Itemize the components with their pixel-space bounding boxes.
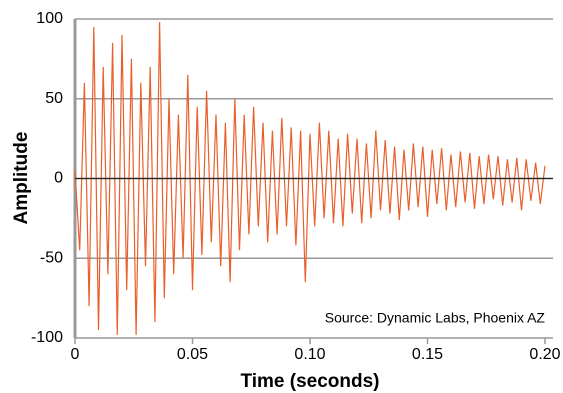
y-tick-label: -50 <box>40 249 63 266</box>
signal-line <box>74 22 546 335</box>
x-tick-label: 0.20 <box>529 346 560 363</box>
x-tick-label: 0.10 <box>294 346 325 363</box>
y-tick-label: 0 <box>54 170 63 187</box>
source-note: Source: Dynamic Labs, Phoenix AZ <box>325 310 546 326</box>
y-tick-label: -100 <box>31 329 63 346</box>
x-axis-title: Time (seconds) <box>240 371 379 392</box>
x-tick-label: 0.05 <box>177 346 208 363</box>
x-tick-label: 0.15 <box>412 346 443 363</box>
y-axis-title: Amplitude <box>11 132 32 225</box>
y-tick-label: 50 <box>45 90 63 107</box>
y-tick-label: 100 <box>36 10 63 27</box>
x-tick-label: 0 <box>71 346 80 363</box>
